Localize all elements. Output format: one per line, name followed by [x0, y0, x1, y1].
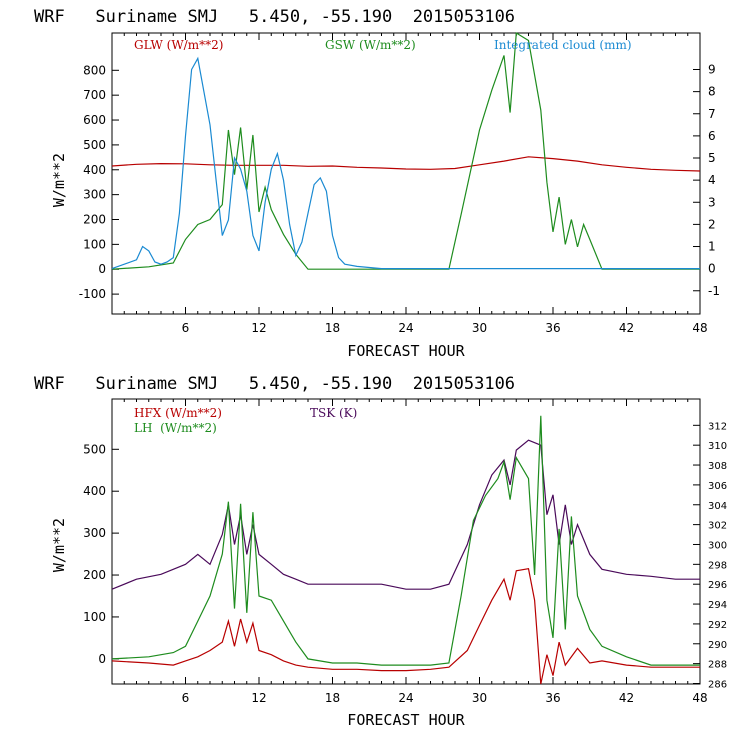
bottom-chart: WRF Suriname SMJ 5.450, -55.190 20150531…: [34, 374, 727, 729]
top-y-tick-label: 0: [98, 262, 106, 276]
top-y-tick-label: 800: [83, 63, 106, 77]
top-legend-cloud: Integrated cloud (mm): [494, 38, 632, 52]
top-legend-glw: GLW (W/m**2): [134, 38, 223, 52]
top-series-glw-line: [111, 156, 701, 172]
bottom-legend-tsk: TSK (K): [310, 406, 357, 420]
top-y-tick-labels: -100 0 100 200 300 400 500 600 700 800: [79, 63, 106, 301]
bottom-x-tick-label: 42: [619, 691, 634, 705]
bottom-y2-tick-label: 294: [708, 600, 727, 611]
top-y2-tick-label: -1: [708, 284, 720, 298]
bottom-y2-tick-label: 300: [708, 540, 727, 551]
top-tick-marks: [112, 33, 700, 314]
bottom-tick-marks: [112, 399, 700, 685]
top-x-tick-label: 42: [619, 321, 634, 335]
bottom-y2-tick-label: 306: [708, 481, 727, 492]
top-y2-tick-label: 4: [708, 173, 716, 187]
top-y2-tick-labels: -1 0 1 2 3 4 5 6 7 8 9: [708, 63, 720, 298]
bottom-x-tick-label: 24: [398, 691, 413, 705]
top-chart: WRF Suriname SMJ 5.450, -55.190 20150531…: [34, 7, 720, 360]
bottom-x-tick-label: 18: [325, 691, 340, 705]
top-y2-tick-label: 3: [708, 195, 716, 209]
bottom-y-tick-labels: 0 100 200 300 400 500: [83, 442, 106, 666]
bottom-x-tick-label: 30: [472, 691, 487, 705]
bottom-y-tick-label: 500: [83, 442, 106, 456]
top-y2-tick-label: 8: [708, 85, 716, 99]
bottom-legend-hfx: HFX (W/m**2): [134, 406, 222, 420]
top-y2-tick-label: 5: [708, 151, 716, 165]
top-series-integrated-line: [111, 56, 700, 270]
bottom-y2-tick-label: 288: [708, 660, 727, 671]
bottom-series-tsk-line: [111, 439, 700, 590]
bottom-y-tick-label: 300: [83, 526, 106, 540]
top-x-tick-label: 18: [325, 321, 340, 335]
bottom-y2-tick-label: 290: [708, 640, 727, 651]
top-y2-tick-label: 1: [708, 240, 716, 254]
bottom-y2-tick-label: 292: [708, 620, 727, 631]
bottom-plot-frame: [111, 398, 701, 685]
top-y-axis-label: W/m**2: [50, 153, 68, 207]
top-x-tick-label: 12: [251, 321, 266, 335]
bottom-legend-lh: LH (W/m**2): [134, 421, 217, 435]
bottom-series-hfx-line: [111, 568, 700, 685]
bottom-y2-tick-label: 304: [708, 501, 727, 512]
top-y-tick-label: 700: [83, 88, 106, 102]
bottom-y-tick-label: 200: [83, 568, 106, 582]
bottom-y-tick-label: 400: [83, 484, 106, 498]
bottom-y2-tick-label: 312: [708, 421, 727, 432]
top-x-tick-label: 24: [398, 321, 413, 335]
top-plot-frame: [111, 32, 701, 315]
top-y2-tick-label: 7: [708, 107, 716, 121]
bottom-series-lh-line: [111, 415, 700, 666]
bottom-y2-tick-label: 308: [708, 461, 727, 472]
top-y-tick-label: 300: [83, 188, 106, 202]
top-y-tick-label: 500: [83, 138, 106, 152]
bottom-y2-tick-label: 298: [708, 560, 727, 571]
top-y-tick-label: 100: [83, 237, 106, 251]
bottom-y2-tick-labels: 286 288 290 292 294 296 298 300 302 304 306 308 310 3…: [708, 421, 727, 690]
top-x-tick-label: 6: [182, 321, 190, 335]
top-y-tick-label: -100: [79, 287, 106, 301]
bottom-x-axis-label: FORECAST HOUR: [347, 711, 465, 729]
top-x-tick-label: 30: [472, 321, 487, 335]
top-x-tick-labels: 6 12 18 24 30 36 42 48: [182, 321, 708, 335]
bottom-y2-tick-label: 286: [708, 680, 727, 691]
bottom-y-axis-label: W/m**2: [50, 518, 68, 572]
bottom-y-tick-label: 100: [83, 610, 106, 624]
bottom-x-tick-label: 36: [545, 691, 560, 705]
top-x-axis-label: FORECAST HOUR: [347, 342, 465, 360]
top-x-tick-label: 48: [692, 321, 707, 335]
bottom-chart-title: WRF Suriname SMJ 5.450, -55.190 20150531…: [34, 374, 515, 394]
top-x-tick-label: 36: [545, 321, 560, 335]
bottom-x-tick-labels: 6 12 18 24 30 36 42 48: [182, 691, 708, 705]
top-chart-title: WRF Suriname SMJ 5.450, -55.190 20150531…: [34, 7, 515, 27]
bottom-y2-tick-label: 302: [708, 521, 727, 532]
bottom-x-tick-label: 48: [692, 691, 707, 705]
top-y-tick-label: 400: [83, 163, 106, 177]
bottom-series-lines: [111, 415, 700, 685]
bottom-y2-tick-label: 296: [708, 580, 727, 591]
top-y2-tick-label: 9: [708, 63, 716, 77]
top-y2-tick-label: 0: [708, 262, 716, 276]
top-legend-gsw: GSW (W/m**2): [325, 38, 416, 52]
bottom-x-tick-label: 6: [182, 691, 190, 705]
top-y-tick-label: 600: [83, 113, 106, 127]
bottom-x-tick-label: 12: [251, 691, 266, 705]
top-series-lines: [111, 31, 701, 270]
top-y2-tick-label: 6: [708, 129, 716, 143]
top-y-tick-label: 200: [83, 213, 106, 227]
top-y2-tick-label: 2: [708, 217, 716, 231]
bottom-y2-tick-label: 310: [708, 441, 727, 452]
bottom-y-tick-label: 0: [98, 652, 106, 666]
